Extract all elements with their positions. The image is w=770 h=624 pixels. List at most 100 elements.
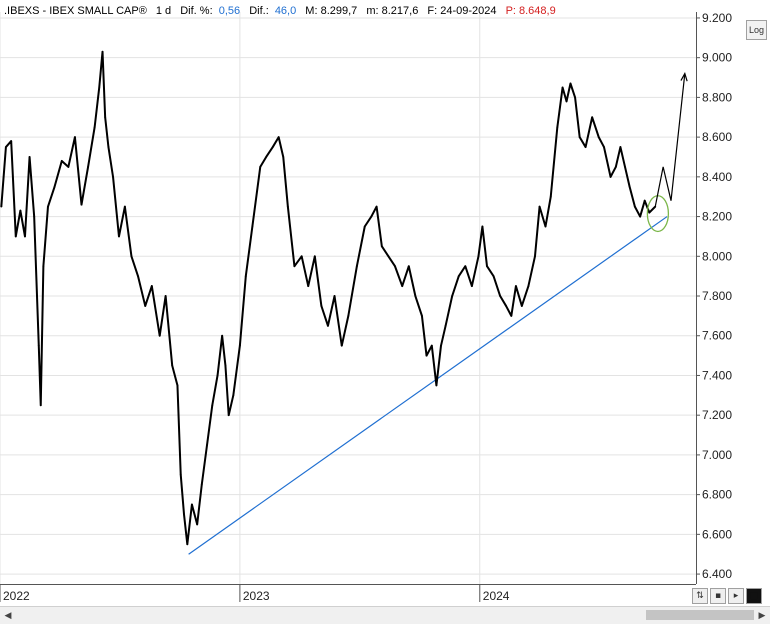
price-point: [118, 235, 120, 238]
price-point: [578, 136, 581, 139]
price-point: [221, 334, 224, 337]
price-point: [60, 160, 63, 162]
price-point: [259, 166, 262, 168]
price-point: [470, 285, 473, 287]
price-point: [380, 245, 383, 248]
price-point: [425, 354, 428, 357]
price-point: [313, 255, 316, 258]
price-point: [565, 100, 568, 103]
price-point: [370, 215, 373, 218]
price-point: [505, 305, 507, 307]
price-point: [619, 146, 622, 148]
y-tick-label: 8.400: [702, 170, 732, 184]
y-tick-label: 7.800: [702, 289, 732, 303]
y-tick-label: 9.200: [702, 11, 732, 25]
header-symbol: .IBEXS - IBEX SMALL CAP®: [4, 5, 147, 17]
scrollbar-thumb[interactable]: [646, 610, 754, 620]
y-tick-label: 7.400: [702, 368, 732, 382]
price-point: [39, 404, 42, 407]
price-point: [244, 275, 247, 278]
price-point: [492, 275, 495, 278]
support-trendline: [188, 216, 668, 555]
price-point: [534, 255, 536, 258]
header-dif-value: 46,0: [275, 5, 296, 17]
price-point: [74, 136, 76, 139]
price-point: [451, 295, 454, 297]
auto-scale-icon[interactable]: ⇅: [692, 588, 708, 604]
price-point: [333, 295, 336, 297]
price-point: [435, 384, 438, 387]
price-point: [14, 235, 17, 238]
price-point: [224, 364, 227, 367]
projection-path: [654, 73, 686, 207]
price-point: [67, 166, 70, 168]
y-tick-label: 7.000: [702, 448, 732, 462]
price-point: [407, 265, 410, 268]
price-point: [574, 96, 576, 99]
price-point: [375, 205, 378, 208]
price-point: [265, 156, 268, 158]
price-point: [648, 211, 651, 214]
scroll-right-icon[interactable]: ▶: [758, 610, 766, 620]
price-point: [347, 314, 350, 317]
price-point: [28, 156, 31, 158]
save-icon[interactable]: ▪: [710, 588, 726, 604]
price-point: [112, 175, 114, 178]
y-tick-label: 6.800: [702, 488, 732, 502]
price-point: [584, 146, 587, 148]
price-point: [527, 285, 530, 287]
price-point: [80, 203, 83, 206]
price-point: [320, 305, 323, 307]
y-tick-label: 8.600: [702, 130, 732, 144]
price-point: [457, 275, 460, 278]
price-point: [444, 324, 447, 327]
header-dif-pct-value: 0,56: [219, 5, 240, 17]
header-interval: 1 d: [156, 5, 171, 17]
price-point: [569, 82, 572, 85]
price-point: [609, 175, 612, 178]
price-point: [355, 265, 358, 268]
y-tick-label: 6.400: [702, 567, 732, 581]
price-point: [430, 344, 433, 347]
price-point: [24, 235, 26, 238]
log-scale-button[interactable]: Log: [746, 20, 767, 40]
price-point: [37, 344, 40, 347]
play-icon[interactable]: ▸: [728, 588, 744, 604]
black-square-icon[interactable]: ■: [746, 588, 762, 604]
series-layer: [0, 50, 657, 546]
price-point: [307, 285, 310, 287]
price-point: [19, 209, 22, 212]
price-point: [47, 205, 49, 208]
y-tick-label: 8.800: [702, 90, 732, 104]
y-tick-label: 7.200: [702, 408, 732, 422]
header-max: M: 8.299,7: [305, 5, 357, 17]
price-point: [282, 156, 285, 158]
price-point: [549, 195, 552, 198]
price-point: [643, 199, 646, 202]
price-point: [421, 314, 423, 317]
price-point: [440, 344, 442, 347]
price-point: [206, 444, 208, 446]
price-point: [401, 285, 404, 287]
price-point: [477, 255, 480, 258]
price-point: [196, 523, 199, 526]
price-point: [510, 314, 513, 317]
price-point: [639, 215, 642, 218]
price-point: [238, 344, 241, 347]
x-tick-label: 2022: [3, 589, 30, 603]
price-point: [363, 225, 366, 228]
price-point: [164, 295, 167, 297]
scroll-left-icon[interactable]: ◀: [4, 610, 12, 620]
price-point: [123, 205, 126, 208]
price-point: [271, 146, 274, 148]
price-point: [286, 205, 289, 208]
price-point: [300, 255, 303, 258]
price-point: [556, 126, 559, 129]
header-dif-pct-label: Dif. %:: [180, 5, 212, 17]
price-point: [101, 50, 104, 53]
price-point: [53, 185, 56, 188]
horizontal-scrollbar[interactable]: ◀ ▶: [0, 606, 770, 624]
price-point: [107, 146, 110, 148]
